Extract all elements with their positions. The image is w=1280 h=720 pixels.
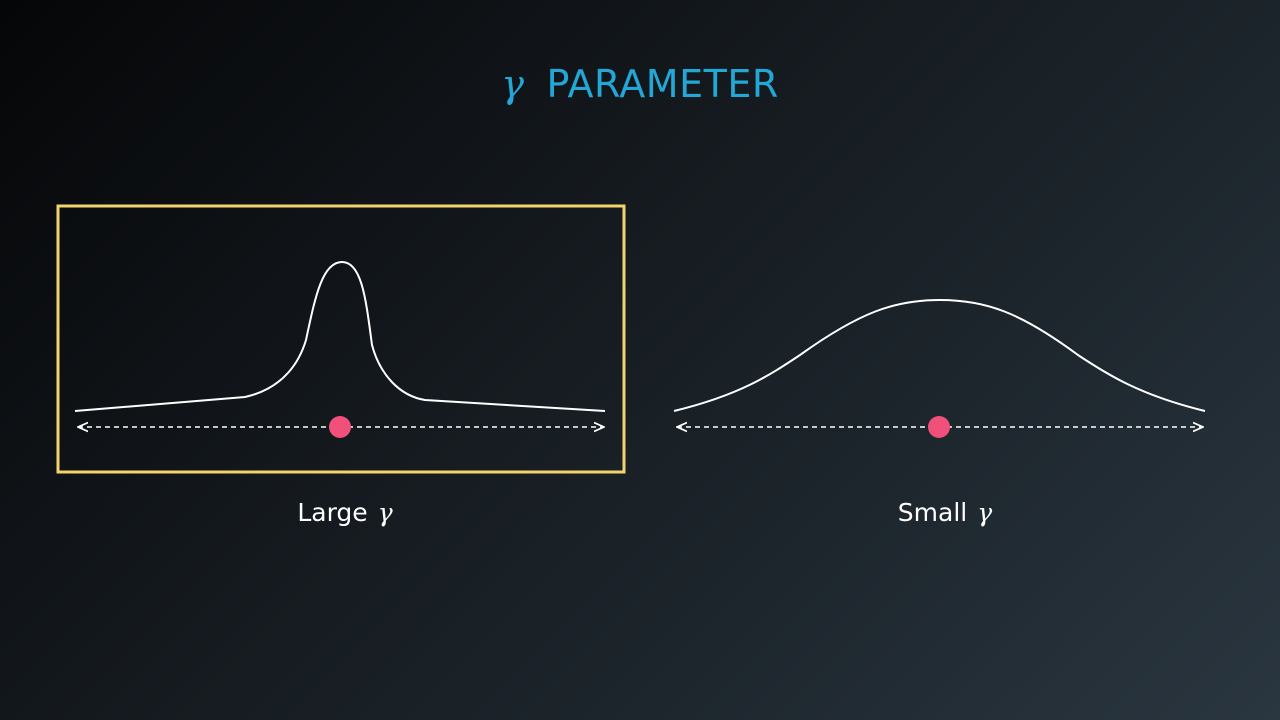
highlight-box <box>56 204 626 474</box>
title-text: PARAMETER <box>546 62 779 106</box>
large-gamma-caption: Large γ <box>195 498 495 527</box>
small-gamma-curve <box>673 298 1206 412</box>
small-gamma-caption: Small γ <box>795 498 1095 527</box>
small-gamma-symbol: γ <box>977 498 993 527</box>
large-gamma-label: Large <box>297 498 368 527</box>
small-gamma-label: Small <box>897 498 968 527</box>
slide-title: γ PARAMETER <box>0 62 1280 106</box>
large-gamma-symbol: γ <box>377 498 393 527</box>
title-gamma-symbol: γ <box>501 62 525 106</box>
large-gamma-point <box>329 416 351 438</box>
small-gamma-point <box>928 416 950 438</box>
large-gamma-curve <box>74 260 606 412</box>
